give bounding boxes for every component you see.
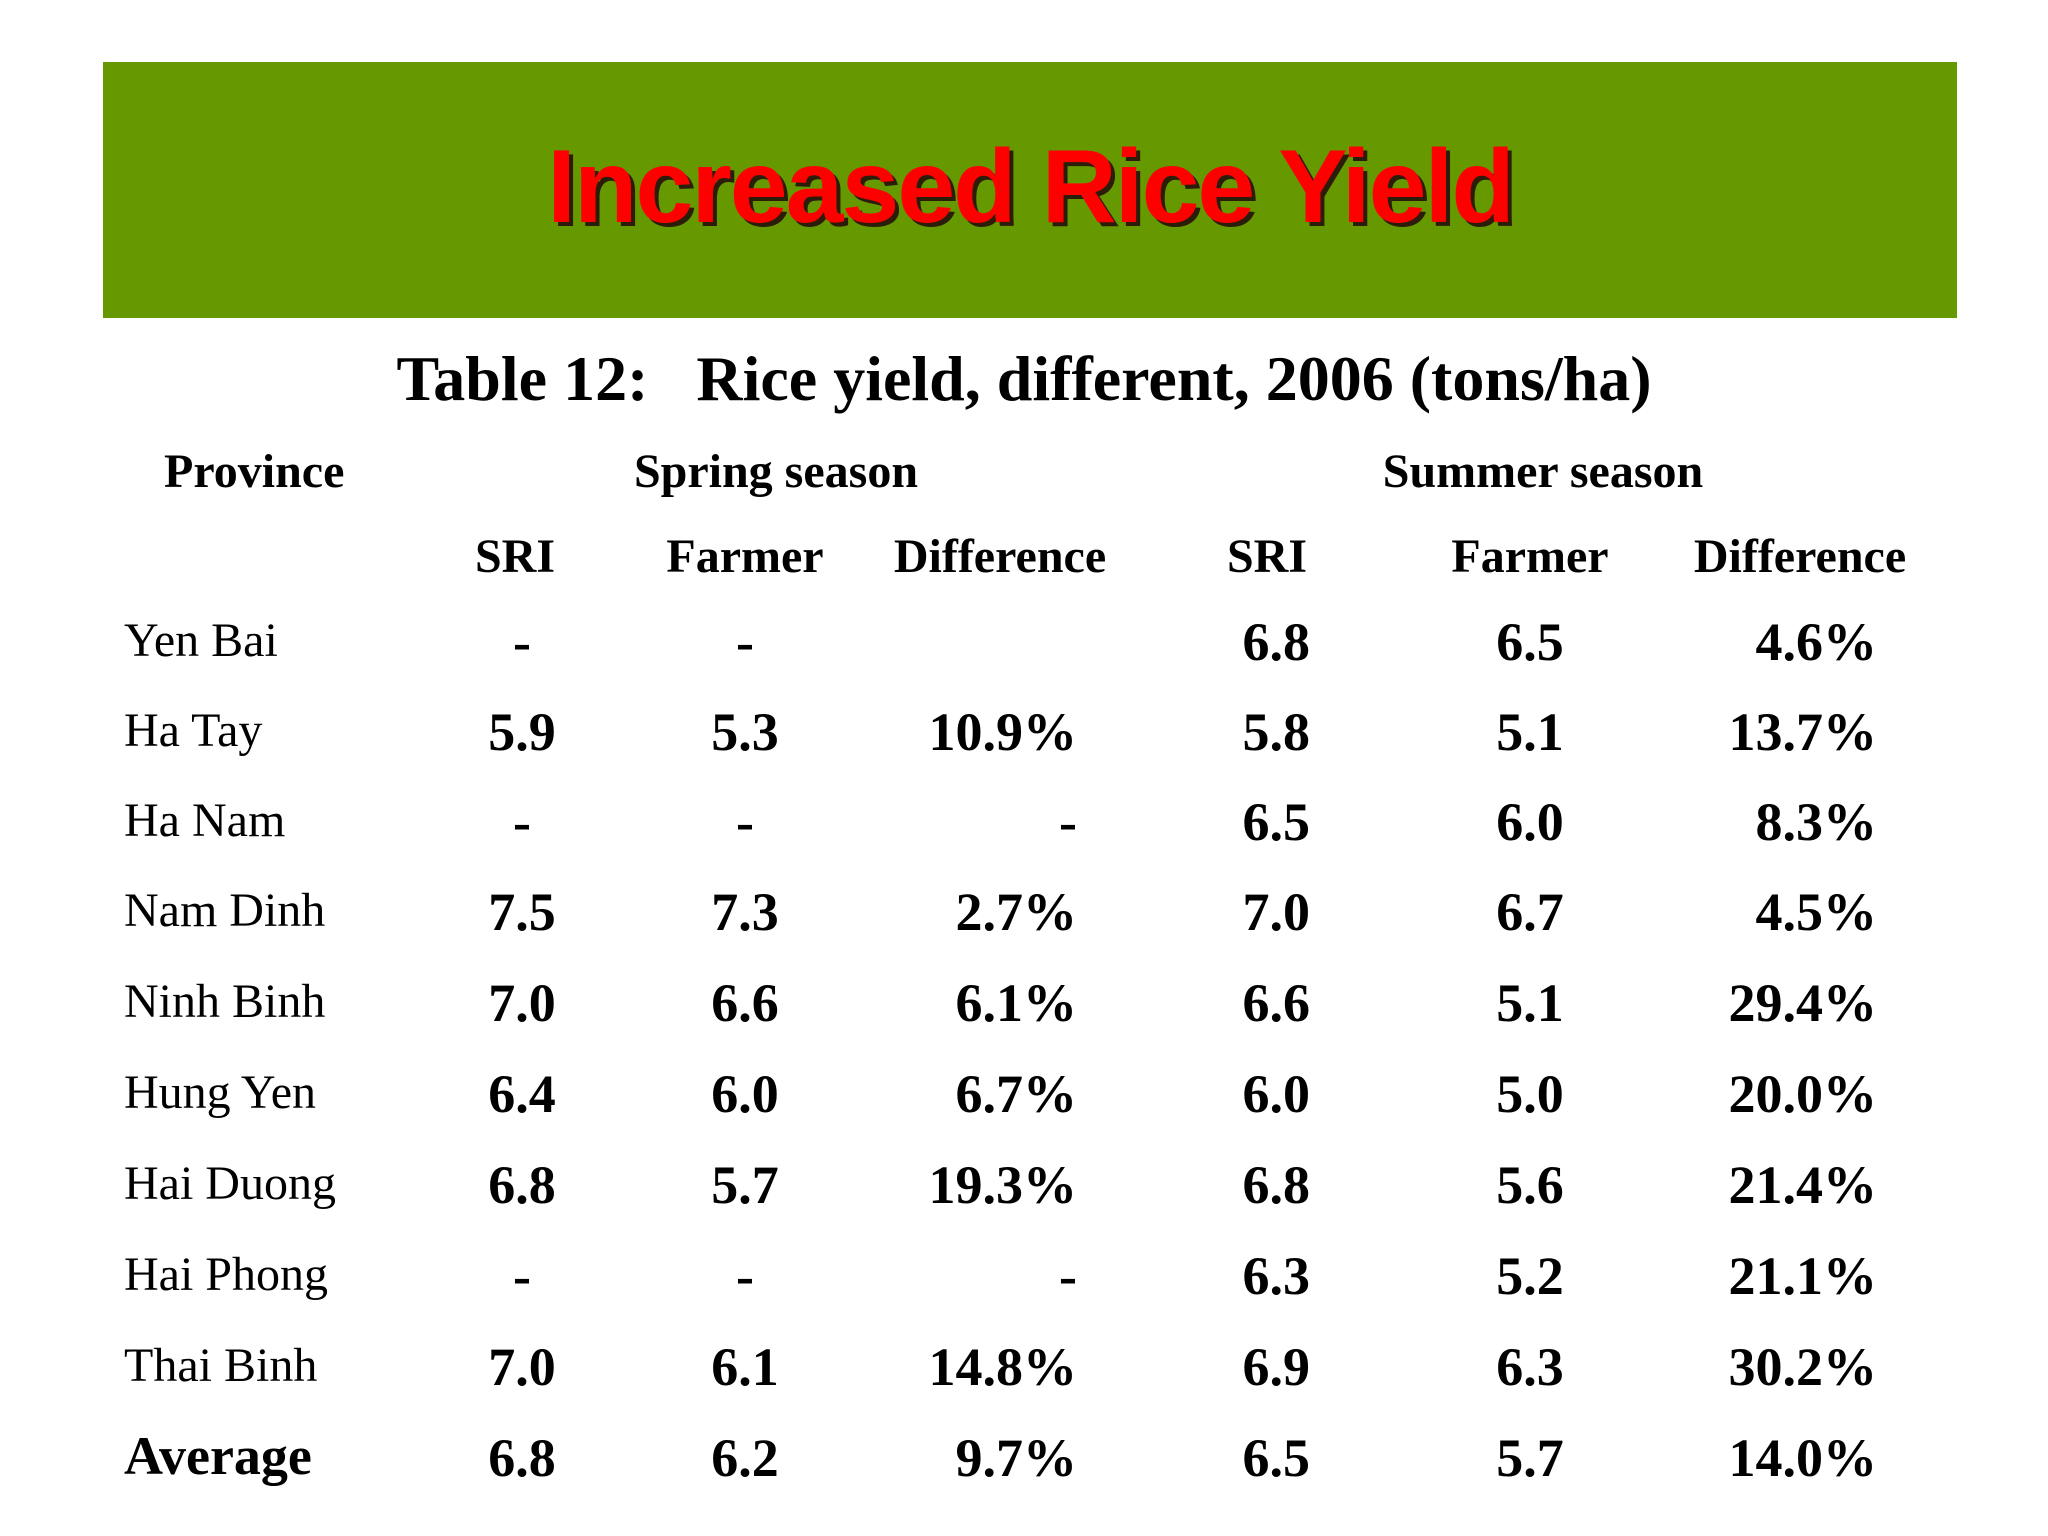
cell-spring-difference: 10.9% [928, 702, 1078, 762]
average-label: Average [124, 1426, 312, 1486]
province-name: Ha Nam [124, 794, 286, 847]
title-banner: Increased Rice Yield [103, 62, 1957, 318]
cell-spring-difference: 6.7% [955, 1064, 1078, 1124]
cell-summer-difference: 8.3% [1755, 792, 1878, 852]
cell-spring-sri: - [513, 792, 531, 852]
cell-spring-sri: 7.0 [488, 1337, 556, 1397]
cell-summer-difference: 13.7% [1728, 702, 1878, 762]
cell-summer-farmer: 6.0 [1496, 792, 1564, 852]
cell-spring-sri: 6.4 [488, 1064, 556, 1124]
cell-spring-difference: 19.3% [928, 1155, 1078, 1215]
cell-spring-sri: - [513, 612, 531, 672]
cell-spring-sri: 5.9 [488, 702, 556, 762]
cell-spring-difference: 9.7% [955, 1428, 1078, 1488]
header-spring-season: Spring season [633, 445, 919, 498]
cell-spring-difference: - [1059, 1246, 1077, 1306]
cell-summer-sri: 6.5 [1242, 792, 1311, 852]
cell-summer-farmer: 5.6 [1496, 1155, 1564, 1215]
cell-spring-difference: - [1059, 792, 1077, 852]
province-name: Hai Duong [124, 1157, 336, 1210]
province-name: Ha Tay [124, 704, 263, 757]
cell-summer-sri: 6.6 [1242, 973, 1311, 1033]
cell-spring-difference: 14.8% [928, 1337, 1078, 1397]
cell-summer-difference: 4.5% [1755, 882, 1878, 942]
province-name: Ninh Binh [124, 975, 326, 1028]
province-name: Yen Bai [124, 614, 278, 667]
province-name: Nam Dinh [124, 884, 326, 937]
cell-summer-farmer: 6.3 [1496, 1337, 1564, 1397]
cell-spring-farmer: 6.2 [711, 1428, 779, 1488]
cell-summer-difference: 14.0% [1728, 1428, 1878, 1488]
cell-spring-sri: 7.0 [488, 973, 556, 1033]
subheader-spring-farmer: Farmer [666, 530, 824, 583]
cell-spring-farmer: 6.6 [711, 973, 779, 1033]
subheader-spring-sri: SRI [474, 530, 556, 583]
cell-summer-farmer: 5.0 [1496, 1064, 1564, 1124]
header-summer-season: Summer season [1382, 445, 1704, 498]
cell-spring-farmer: 6.1 [711, 1337, 779, 1397]
cell-spring-difference: 6.1% [955, 973, 1078, 1033]
cell-summer-difference: 29.4% [1728, 973, 1878, 1033]
subheader-spring-difference: Difference [893, 530, 1107, 583]
cell-summer-farmer: 6.5 [1496, 612, 1564, 672]
province-name: Thai Binh [124, 1339, 318, 1392]
cell-spring-difference: 2.7% [955, 882, 1078, 942]
table-caption: Table 12: Rice yield, different, 2006 (t… [396, 343, 1652, 414]
cell-spring-farmer: - [736, 792, 754, 852]
cell-spring-farmer: 5.7 [711, 1155, 779, 1215]
slide-title: Increased Rice Yield [547, 128, 1515, 245]
cell-spring-sri: 6.8 [488, 1428, 556, 1488]
cell-summer-sri: 6.0 [1242, 1064, 1311, 1124]
cell-summer-sri: 6.9 [1242, 1337, 1311, 1397]
cell-spring-farmer: 5.3 [711, 702, 779, 762]
cell-summer-farmer: 5.1 [1496, 973, 1564, 1033]
subheader-summer-farmer: Farmer [1451, 530, 1609, 583]
cell-summer-farmer: 5.7 [1496, 1428, 1564, 1488]
province-name: Hai Phong [124, 1248, 328, 1301]
cell-summer-farmer: 5.2 [1496, 1246, 1564, 1306]
cell-spring-farmer: 7.3 [711, 882, 779, 942]
subheader-summer-sri: SRI [1226, 530, 1308, 583]
cell-spring-sri: 6.8 [488, 1155, 556, 1215]
cell-summer-difference: 30.2% [1728, 1337, 1878, 1397]
cell-spring-farmer: 6.0 [711, 1064, 779, 1124]
province-name: Hung Yen [124, 1066, 317, 1119]
cell-summer-difference: 21.4% [1728, 1155, 1878, 1215]
cell-spring-farmer: - [736, 612, 754, 672]
cell-summer-difference: 21.1% [1728, 1246, 1878, 1306]
cell-spring-sri: - [513, 1246, 531, 1306]
cell-spring-sri: 7.5 [488, 882, 556, 942]
cell-summer-farmer: 6.7 [1496, 882, 1564, 942]
header-province: Province [164, 445, 345, 498]
cell-summer-sri: 7.0 [1242, 882, 1311, 942]
cell-summer-sri: 5.8 [1242, 702, 1311, 762]
cell-summer-sri: 6.3 [1242, 1246, 1311, 1306]
cell-summer-sri: 6.8 [1242, 1155, 1311, 1215]
cell-summer-sri: 6.5 [1242, 1428, 1311, 1488]
cell-summer-farmer: 5.1 [1496, 702, 1564, 762]
cell-spring-farmer: - [736, 1246, 754, 1306]
cell-summer-difference: 20.0% [1728, 1064, 1878, 1124]
subheader-summer-difference: Difference [1693, 530, 1907, 583]
cell-summer-sri: 6.8 [1242, 612, 1311, 672]
cell-summer-difference: 4.6% [1755, 612, 1878, 672]
